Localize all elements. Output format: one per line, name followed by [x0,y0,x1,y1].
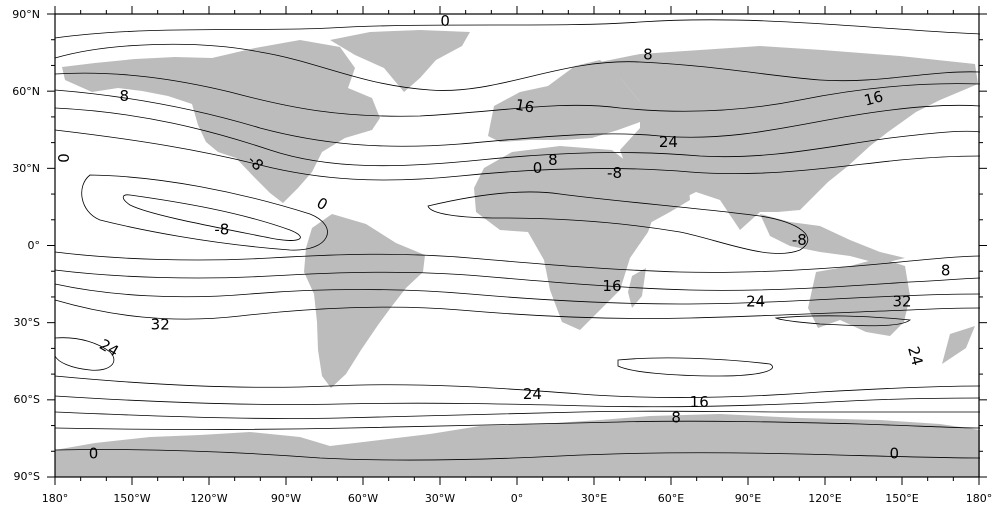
lat-tick-label: 60°S [14,393,40,406]
lon-tick-label: 150°W [113,492,150,505]
lat-tick-label: 90°S [14,470,40,483]
landmass-south-america [304,214,425,388]
contour-value-label: 16 [690,393,709,411]
longitude-labels: 180° 150°W 120°W 90°W 60°W 30°W 0° 30°E … [42,492,993,505]
contour-line [81,174,328,251]
contour-value-label: 8 [671,408,681,426]
contour-value-label: -8 [792,231,807,249]
contour-value-label: 32 [151,316,170,334]
latitude-labels: 90°N 60°N 30°N 0° 30°S 60°S 90°S [12,8,40,483]
landmass-arabia [618,160,690,224]
landmass-new-zealand [942,326,975,364]
contour-value-label: -8 [214,221,229,239]
contour-value-label: 0 [533,159,543,177]
landmass-greenland [330,30,470,92]
contour-line [427,191,809,254]
contour-line [617,357,773,377]
contour-line [54,449,981,461]
lat-tick-label: 60°N [12,85,40,98]
contour-value-label: 32 [892,293,911,311]
contour-line [54,251,981,273]
lat-tick-label: 30°S [14,316,40,329]
contour-value-label: 0 [314,194,331,214]
contour-line [54,283,981,305]
contour-line [54,375,981,399]
lat-tick-label: 90°N [12,8,40,21]
contour-line [54,269,981,291]
contour-line [122,194,301,241]
lon-tick-label: 180° [966,492,993,505]
contour-value-label: 24 [904,344,926,367]
contour-value-label: 0 [890,444,900,462]
landmass-north-america [62,40,380,203]
contour-lines [54,19,981,461]
lon-tick-label: 180° [42,492,69,505]
tick-marks [47,6,987,485]
lon-tick-label: 30°W [425,492,455,505]
contour-line [54,107,981,167]
contour-value-label: 16 [602,277,621,295]
contour-line [54,129,981,181]
lon-tick-label: 60°W [348,492,378,505]
lon-tick-label: 90°E [735,492,761,505]
landmass-antarctica [55,414,980,477]
lon-tick-label: 60°E [658,492,684,505]
contour-line [54,43,981,91]
contour-value-label: 8 [643,46,653,64]
contour-value-label: 8 [120,87,130,105]
contour-value-label: 8 [548,151,558,169]
lon-tick-label: 120°E [808,492,841,505]
landmass-australia [808,258,910,336]
land-masses [55,30,980,477]
contour-line [54,410,980,419]
contour-line [54,19,981,39]
lon-tick-label: 0° [511,492,524,505]
landmass-asia [600,46,978,230]
contour-value-label: 24 [523,385,542,403]
contour-value-label: 16 [862,87,885,109]
contour-value-label: 24 [746,293,765,311]
contour-line [54,337,115,371]
map-frame [47,6,987,485]
lon-tick-label: 30°E [581,492,607,505]
contour-value-label: -8 [607,164,622,182]
landmass-southeast-asia-islands [760,214,905,264]
lon-tick-label: 120°W [190,492,227,505]
contour-value-label: 0 [54,153,72,163]
lat-tick-label: 0° [28,239,41,252]
contour-value-label: 16 [514,96,536,117]
lon-tick-label: 90°W [271,492,301,505]
lat-tick-label: 30°N [12,162,40,175]
contour-line [54,395,981,408]
contour-value-label: 24 [96,335,122,360]
contour-line [774,315,912,327]
contour-value-label: 0 [89,444,99,462]
contour-value-label: 0 [440,12,450,30]
lon-tick-label: 150°E [885,492,918,505]
contour-line [54,89,981,147]
contour-value-label: 24 [659,133,678,151]
contour-line [54,420,981,430]
contour-line [54,72,981,117]
contour-line [54,299,981,320]
contour-value-label: 8 [941,262,951,280]
landmass-europe [488,60,640,142]
